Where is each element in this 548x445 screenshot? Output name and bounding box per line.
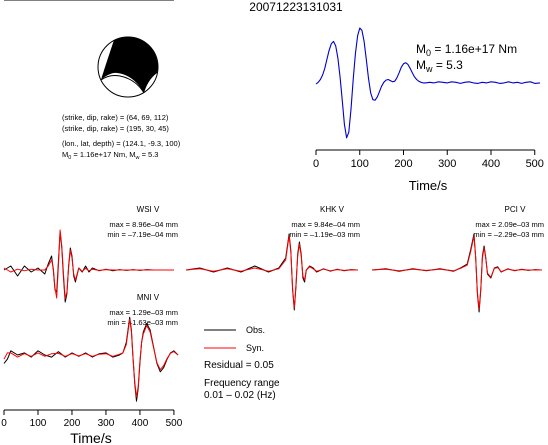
- stf-plot: 0 100 200 300 400 500 Time/s: [313, 27, 544, 193]
- x-tick-label: 200: [64, 418, 81, 429]
- x-tick-label: 0: [0, 0, 9, 4]
- beachball-compressional-quadrant: [101, 36, 158, 93]
- x-axis-label: Time/s: [70, 430, 111, 445]
- obs-trace: [3, 316, 179, 402]
- x-axis-label: Time/s: [0, 0, 24, 4]
- obs-trace: [185, 233, 358, 311]
- figure-title: 20071223131031: [249, 0, 343, 14]
- x-tick-label: 400: [482, 158, 500, 170]
- moment-magnitude-line: M0 = 1.16e+17 Nm, Mw = 5.3: [62, 150, 158, 161]
- x-tick-label: 300: [93, 0, 120, 4]
- x-tick-label: 300: [98, 418, 115, 429]
- max-amplitude: max = 2.09e–03 mm: [475, 220, 544, 229]
- station-label: WSI V: [137, 205, 160, 214]
- focal-mechanism-beachball: [97, 36, 159, 98]
- frequency-range-title: Frequency range: [204, 378, 280, 389]
- nodal-plane-2: (strike, dip, rake) = (195, 30, 45): [62, 124, 169, 133]
- syn-trace: [185, 235, 358, 309]
- syn-trace: [371, 235, 542, 310]
- syn-trace: [3, 229, 174, 300]
- x-tick-label: 400: [127, 0, 154, 4]
- station-label: KHK V: [320, 205, 345, 214]
- x-tick-label: 400: [132, 418, 149, 429]
- x-tick-label: 0: [1, 418, 7, 429]
- legend-obs-label: Obs.: [246, 325, 265, 335]
- legend-syn-label: Syn.: [246, 343, 264, 353]
- max-amplitude: max = 1.29e–03 mm: [109, 308, 178, 317]
- stf-annotation: M0 = 1.16e+17 Nm Mw = 5.3: [416, 42, 517, 74]
- x-tick-label: 0: [313, 158, 319, 170]
- max-amplitude: max = 9.84e–04 mm: [291, 220, 360, 229]
- x-axis-label: Time/s: [409, 178, 448, 193]
- obs-trace: [371, 233, 542, 313]
- legend: Obs. Syn. Residual = 0.05 Frequency rang…: [204, 325, 280, 401]
- station-label: MNI V: [137, 293, 160, 302]
- x-tick-label: 100: [351, 158, 369, 170]
- obs-trace: [3, 231, 174, 303]
- min-amplitude: min = –7.19e–04 mm: [107, 230, 178, 239]
- syn-trace: [3, 318, 179, 398]
- stf-m0: M0 = 1.16e+17 Nm: [416, 42, 517, 58]
- x-tick-label: 100: [30, 418, 47, 429]
- stf-curve: [315, 27, 541, 139]
- x-tick-label: 500: [166, 418, 183, 429]
- station-label: PCI V: [505, 205, 527, 214]
- frequency-range-value: 0.01 – 0.02 (Hz): [204, 390, 276, 401]
- x-tick-label: 500: [526, 158, 544, 170]
- min-amplitude: min = –2.29e–03 mm: [473, 230, 544, 239]
- x-tick-label: 300: [438, 158, 456, 170]
- min-amplitude: min = –1.19e–03 mm: [289, 230, 360, 239]
- min-amplitude: min = –1.63e–03 mm: [107, 318, 178, 327]
- residual-value: Residual = 0.05: [204, 360, 274, 371]
- x-tick-label: 100: [25, 0, 52, 4]
- location-depth: (lon., lat, depth) = (124.1, -9.3, 100): [62, 139, 181, 148]
- stf-mw: Mw = 5.3: [416, 58, 463, 74]
- beachball-nodal-line: [100, 75, 145, 94]
- x-tick-label: 200: [394, 158, 412, 170]
- max-amplitude: max = 8.96e–04 mm: [109, 220, 178, 229]
- mechanism-parameters: (strike, dip, rake) = (64, 69, 112) (str…: [62, 113, 181, 161]
- x-tick-label: 500: [161, 0, 188, 4]
- x-tick-label: 200: [59, 0, 86, 4]
- nodal-plane-1: (strike, dip, rake) = (64, 69, 112): [62, 113, 169, 122]
